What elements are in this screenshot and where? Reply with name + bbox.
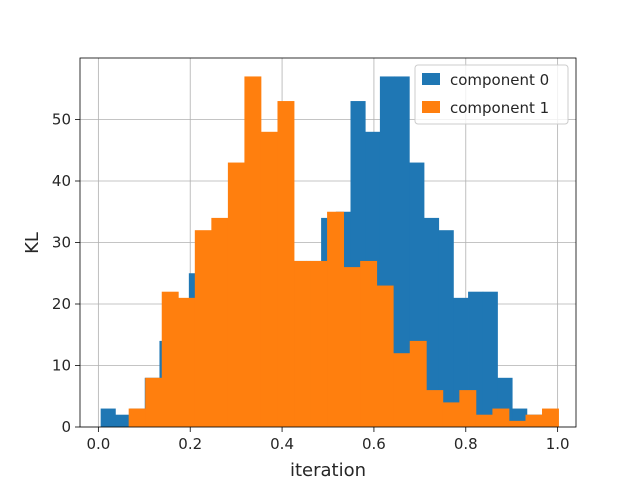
x-axis-label: iteration	[290, 460, 366, 480]
histogram-bar-component-1	[194, 230, 212, 427]
x-tick-label: 0.4	[270, 435, 294, 453]
histogram-bar-component-1	[327, 211, 345, 427]
histogram-bar-component-0	[100, 408, 116, 427]
y-tick-label: 50	[52, 111, 71, 129]
y-axis-label: KL	[22, 232, 43, 254]
legend-swatch-component-1	[422, 101, 440, 113]
histogram-bar-component-1	[260, 131, 278, 428]
y-tick-label: 40	[52, 172, 71, 190]
histogram-bar-component-1	[360, 260, 378, 427]
histogram-bar-component-1	[525, 414, 543, 427]
histogram-bar-component-0	[423, 217, 440, 427]
histogram-bar-component-1	[508, 420, 526, 427]
y-tick-label: 30	[52, 234, 71, 252]
histogram-bars	[100, 76, 559, 428]
histogram-bar-component-0	[438, 230, 454, 427]
x-tick-label: 1.0	[546, 435, 570, 453]
histogram-bar-component-1	[409, 340, 427, 427]
histogram-bar-component-1	[178, 297, 196, 427]
histogram-bar-component-1	[475, 414, 493, 427]
histogram-bar-component-1	[492, 408, 510, 427]
x-tick-label: 0.2	[178, 435, 202, 453]
histogram-bar-component-0	[482, 291, 498, 427]
histogram-bar-component-1	[542, 408, 559, 427]
y-tick-label: 20	[52, 295, 71, 313]
x-tick-label: 0.6	[362, 435, 386, 453]
legend: component 0 component 1	[414, 64, 569, 125]
legend-frame	[414, 64, 569, 125]
x-tick-label: 0.8	[454, 435, 478, 453]
histogram-bar-component-1	[161, 291, 179, 427]
legend-label-component-0: component 0	[450, 71, 549, 89]
histogram-bar-component-1	[294, 260, 311, 427]
histogram-bar-component-1	[310, 260, 328, 427]
legend-swatch-component-0	[422, 73, 440, 85]
y-tick-label: 10	[52, 357, 71, 375]
histogram-bar-component-1	[211, 217, 229, 427]
legend-label-component-1: component 1	[450, 99, 549, 117]
histogram-bar-component-1	[277, 101, 295, 428]
histogram-bar-component-1	[376, 285, 394, 427]
histogram-bar-component-1	[442, 402, 460, 427]
histogram-bar-component-0	[394, 76, 410, 427]
histogram-bar-component-1	[459, 390, 477, 427]
y-tick-label: 0	[61, 418, 71, 436]
histogram-bar-component-1	[145, 377, 163, 427]
histogram-bar-component-0	[115, 414, 131, 427]
histogram-bar-component-1	[393, 353, 411, 427]
axis-ticks: 0.0 0.2 0.4 0.6 0.8 1.0 0 10 20 30 40 50	[52, 111, 570, 454]
histogram-bar-component-1	[128, 408, 146, 427]
histogram-bar-component-1	[343, 267, 361, 427]
histogram-bar-component-1	[244, 76, 262, 427]
histogram-bar-component-1	[227, 162, 245, 428]
histogram-bar-component-1	[426, 390, 444, 427]
x-tick-label: 0.0	[86, 435, 110, 453]
